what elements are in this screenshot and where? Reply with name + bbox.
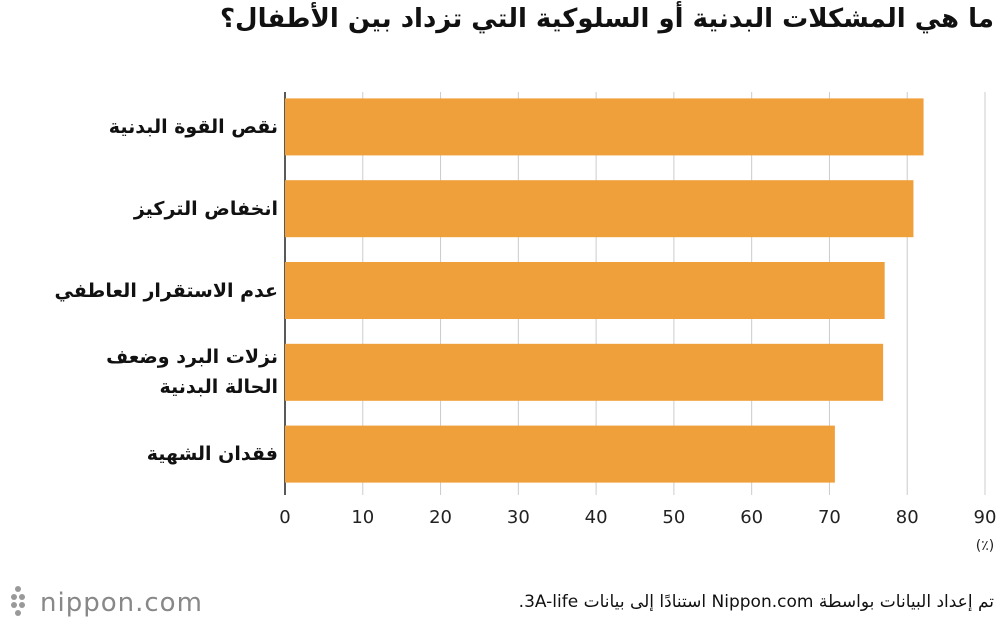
chart-title: ما هي المشكلات البدنية أو السلوكية التي … — [219, 4, 994, 34]
x-tick-label: 80 — [896, 507, 919, 528]
source-note: تم إعداد البيانات بواسطة Nippon.com استن… — [518, 592, 994, 612]
y-tick-label: نقص القوة البدنية — [108, 115, 278, 138]
x-tick-label: 40 — [585, 507, 608, 528]
x-tick-label: 30 — [507, 507, 530, 528]
bar — [285, 180, 914, 238]
y-tick-label: نزلات البرد وضعف الحالة البدنية — [106, 346, 278, 399]
y-tick-label: فقدان الشهية — [146, 443, 278, 466]
x-axis-label: (٪) — [976, 538, 994, 554]
bar — [285, 343, 884, 401]
bar — [285, 262, 885, 319]
logo-text: nippon.com — [40, 588, 203, 618]
x-tick-label: 60 — [740, 507, 763, 528]
y-tick-label: عدم الاستقرار العاطفي — [54, 279, 278, 302]
bar — [285, 98, 924, 156]
x-tick-label: 50 — [662, 507, 685, 528]
x-tick-label: 10 — [351, 507, 374, 528]
x-tick-label: 0 — [279, 507, 290, 528]
x-tick-label: 20 — [429, 507, 452, 528]
y-tick-label: انخفاض التركيز — [133, 197, 278, 220]
logo-icon — [11, 586, 25, 616]
x-tick-label: 90 — [974, 507, 997, 528]
bar — [285, 425, 835, 483]
x-tick-label: 70 — [818, 507, 841, 528]
